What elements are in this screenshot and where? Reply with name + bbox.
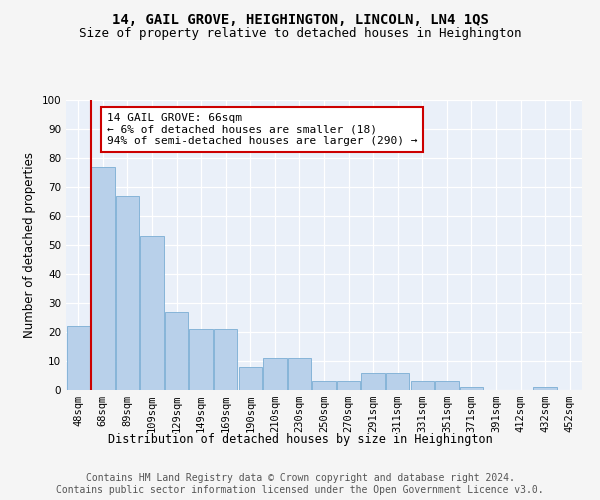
Bar: [313, 382, 335, 390]
Y-axis label: Number of detached properties: Number of detached properties: [23, 152, 36, 338]
Bar: [533, 387, 557, 390]
Bar: [239, 367, 262, 390]
Text: Size of property relative to detached houses in Heighington: Size of property relative to detached ho…: [79, 28, 521, 40]
Bar: [435, 382, 458, 390]
Bar: [67, 326, 90, 390]
Bar: [460, 387, 483, 390]
Bar: [263, 358, 287, 390]
Text: 14 GAIL GROVE: 66sqm
← 6% of detached houses are smaller (18)
94% of semi-detach: 14 GAIL GROVE: 66sqm ← 6% of detached ho…: [107, 113, 417, 146]
Text: Contains HM Land Registry data © Crown copyright and database right 2024.
Contai: Contains HM Land Registry data © Crown c…: [56, 474, 544, 495]
Bar: [288, 358, 311, 390]
Bar: [190, 329, 213, 390]
Bar: [116, 196, 139, 390]
Bar: [410, 382, 434, 390]
Bar: [386, 372, 409, 390]
Bar: [361, 372, 385, 390]
Bar: [337, 382, 360, 390]
Bar: [140, 236, 164, 390]
Bar: [91, 166, 115, 390]
Bar: [214, 329, 238, 390]
Text: 14, GAIL GROVE, HEIGHINGTON, LINCOLN, LN4 1QS: 14, GAIL GROVE, HEIGHINGTON, LINCOLN, LN…: [112, 12, 488, 26]
Bar: [165, 312, 188, 390]
Text: Distribution of detached houses by size in Heighington: Distribution of detached houses by size …: [107, 432, 493, 446]
